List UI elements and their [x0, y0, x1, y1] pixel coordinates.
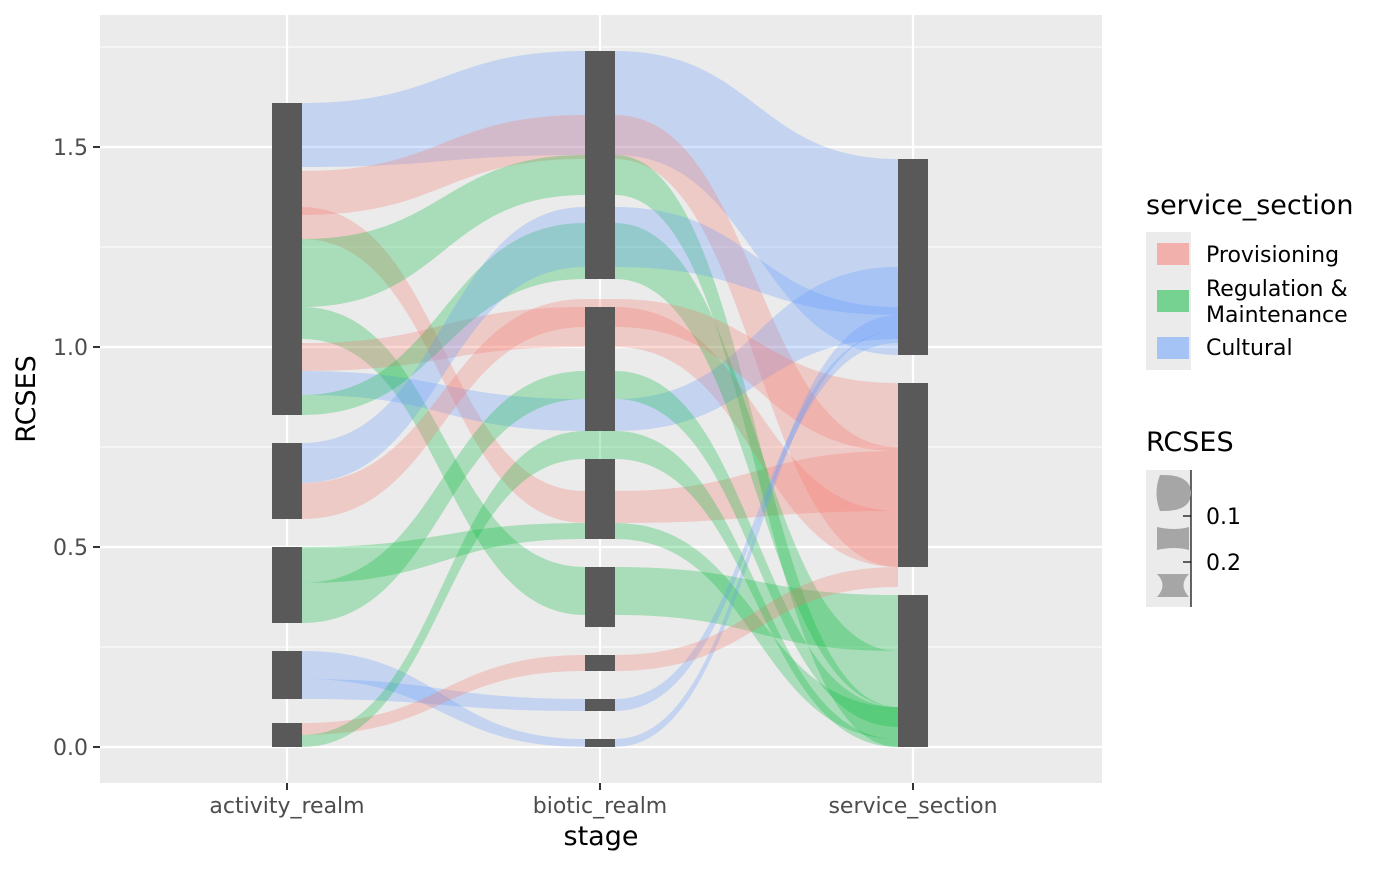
x-tick-label: activity_realm: [209, 794, 364, 819]
stratum-bar: [898, 383, 928, 567]
stratum-bar: [272, 723, 302, 747]
stratum-bar: [585, 51, 615, 279]
flow-ribbon: [302, 207, 898, 483]
legend-size-glyph: [1157, 574, 1189, 597]
stratum-bar: [898, 595, 928, 747]
flow-ribbon: [302, 299, 898, 519]
y-tick-label: 0.5: [53, 536, 88, 561]
legend-label: 0.2: [1206, 551, 1241, 576]
flow-ribbon: [302, 51, 898, 355]
stratum-bar: [272, 651, 302, 699]
flow-ribbon: [302, 223, 898, 707]
legend-key-swatch: [1157, 243, 1189, 265]
legend-label: Regulation &: [1206, 277, 1348, 302]
legend-rcses: RCSES 0.1 0.2: [1146, 427, 1241, 607]
flow-ribbon: [302, 315, 898, 747]
y-tick-label: 1.5: [53, 136, 88, 161]
x-tick-label: service_section: [828, 794, 997, 819]
flow-ribbon: [302, 307, 898, 567]
legend-title: RCSES: [1146, 427, 1234, 458]
y-tick-label: 1.0: [53, 336, 88, 361]
stratum-bar: [585, 459, 615, 539]
axes: 0.0 0.5 1.0 1.5 activity_realm biotic_realm se…: [53, 136, 998, 819]
stratum-bar: [898, 159, 928, 355]
y-tick-label: 0.0: [53, 736, 88, 761]
stratum-bar: [585, 307, 615, 431]
flow-ribbon: [302, 115, 898, 567]
stratum-bar: [585, 739, 615, 747]
legend-label: 0.1: [1206, 505, 1241, 530]
legend-label: Cultural: [1206, 336, 1293, 361]
stratum-bar: [272, 443, 302, 519]
flow-ribbon: [302, 431, 898, 747]
stratum-bar: [272, 103, 302, 415]
legend-key-swatch: [1157, 290, 1189, 312]
flow-ribbon: [302, 567, 898, 735]
strata: [272, 51, 928, 747]
flow-ribbon: [302, 371, 898, 727]
x-tick-label: biotic_realm: [533, 794, 668, 819]
flow-ribbon: [302, 267, 898, 431]
flow-ribbon: [302, 155, 898, 747]
stratum-bar: [272, 547, 302, 623]
stratum-bar: [585, 699, 615, 711]
legend-size-glyph: [1157, 527, 1189, 550]
flow-ribbon: [302, 523, 898, 739]
flow-ribbon: [302, 207, 898, 523]
legend-service-section: service_section Provisioning Regulation &M…: [1146, 190, 1353, 370]
stratum-bar: [585, 655, 615, 671]
stratum-bar: [585, 567, 615, 627]
legend-label: Maintenance: [1206, 303, 1348, 328]
legend-size-glyph: [1156, 474, 1191, 512]
flow-ribbon: [302, 331, 898, 711]
legend-key-swatch: [1157, 337, 1189, 359]
legend-label: Provisioning: [1206, 243, 1339, 268]
legend-title: service_section: [1146, 190, 1353, 221]
y-axis-title: RCSES: [11, 355, 42, 443]
x-axis-title: stage: [564, 821, 639, 852]
